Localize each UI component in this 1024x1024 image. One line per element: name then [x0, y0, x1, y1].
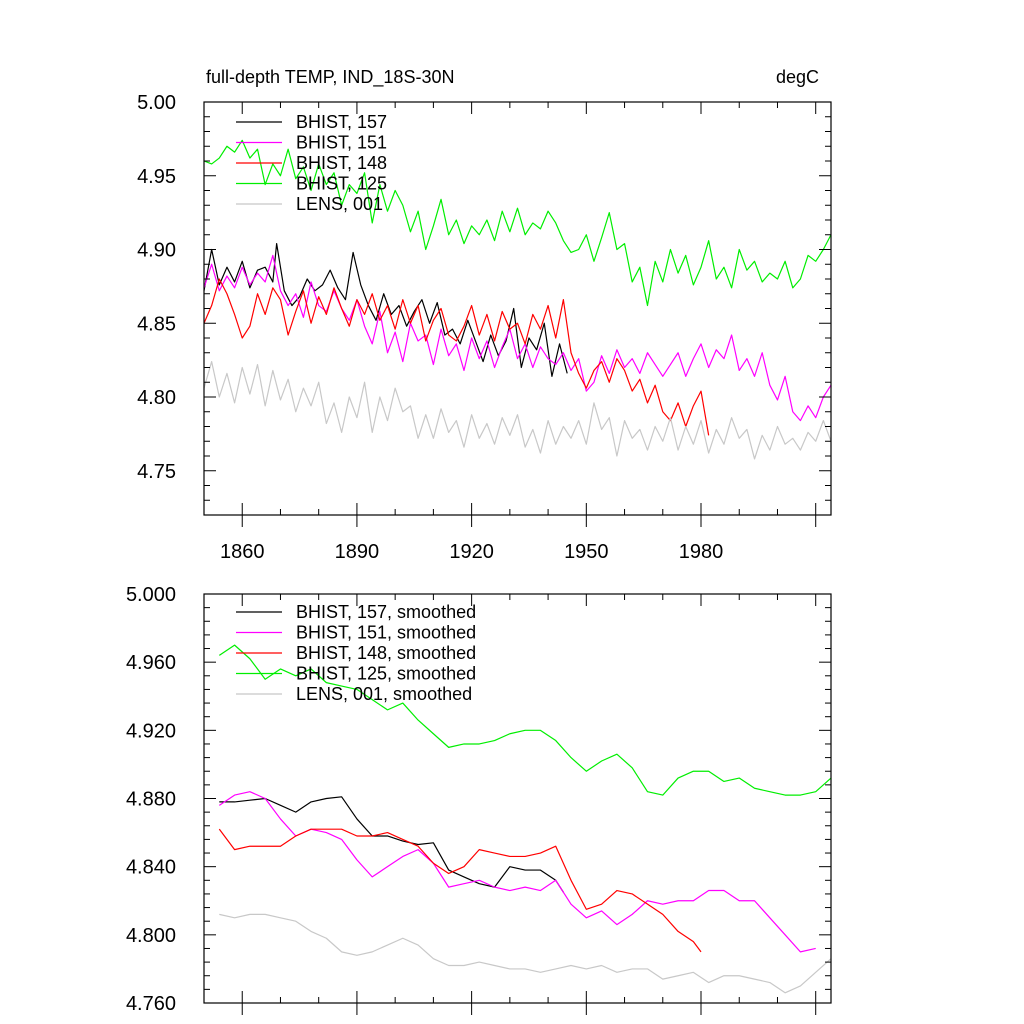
legend-entry: LENS, 001 [296, 194, 383, 214]
y-tick-label: 5.000 [126, 584, 176, 606]
series-line-2 [218, 828, 702, 953]
y-tick-label: 4.880 [126, 789, 176, 811]
y-tick-label: 4.80 [137, 387, 176, 409]
x-tick-label: 1950 [564, 541, 609, 563]
series-line-3 [218, 644, 832, 796]
legend-entry: LENS, 001, smoothed [296, 684, 472, 704]
x-tick-label: 1980 [679, 541, 724, 563]
y-tick-label: 4.960 [126, 652, 176, 674]
legend-entry: BHIST, 157, smoothed [296, 602, 476, 622]
y-tick-label: 4.90 [137, 240, 176, 262]
chart-title: full-depth TEMP, IND_18S-30N [206, 67, 454, 88]
y-tick-label: 4.840 [126, 857, 176, 879]
series-line-4 [203, 361, 832, 460]
x-tick-label: 1890 [335, 541, 380, 563]
y-tick-label: 4.920 [126, 720, 176, 742]
x-tick-label: 1920 [449, 541, 494, 563]
legend-entry: BHIST, 148, smoothed [296, 643, 476, 663]
legend-entry: BHIST, 151 [296, 133, 387, 153]
y-tick-label: 4.95 [137, 166, 176, 188]
legend-entry: BHIST, 125 [296, 174, 387, 194]
y-tick-label: 5.00 [137, 92, 176, 114]
y-tick-label: 4.760 [126, 993, 176, 1015]
series-line-4 [219, 913, 832, 994]
legend-entry: BHIST, 151, smoothed [296, 623, 476, 643]
series-line-0 [203, 243, 568, 377]
units-label: degC [776, 67, 819, 87]
legend-entry: BHIST, 157 [296, 112, 387, 132]
legend-entry: BHIST, 148 [296, 153, 387, 173]
top-plot-area: 1860 1890 1920 1950 1980 4.75 4.80 4.85 4.90 4.95… [137, 92, 832, 563]
y-tick-label: 4.75 [137, 461, 176, 483]
series-line-3 [203, 139, 832, 307]
y-tick-label: 4.800 [126, 925, 176, 947]
x-tick-label: 1860 [220, 541, 265, 563]
bottom-panel: 4.760 4.800 4.840 4.880 4.920 4.960 5.000 BHIST… [126, 584, 832, 1015]
y-tick-label: 4.85 [137, 313, 176, 335]
series-line-2 [203, 278, 710, 436]
top-panel: full-depth TEMP, IND_18S-30N degC 1860 18… [137, 67, 832, 563]
legend-entry: BHIST, 125, smoothed [296, 664, 476, 684]
series-line-0 [219, 796, 564, 893]
series-line-1 [203, 254, 832, 422]
bottom-plot-area: 4.760 4.800 4.840 4.880 4.920 4.960 5.000 BHIST… [126, 584, 832, 1015]
series-line-1 [218, 791, 816, 953]
